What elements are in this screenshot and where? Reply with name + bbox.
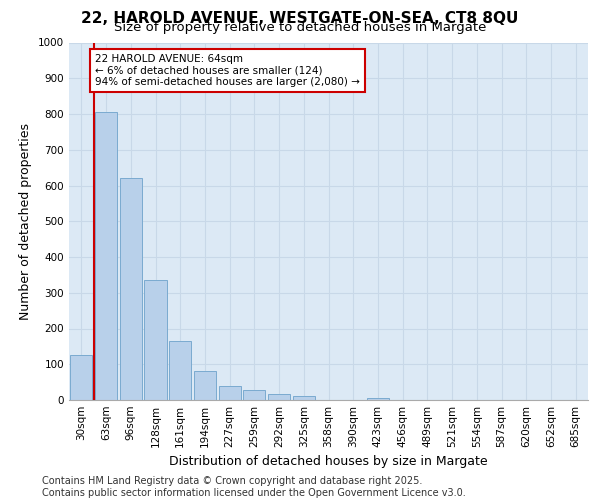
Bar bbox=[268, 394, 290, 400]
Bar bbox=[243, 390, 265, 400]
X-axis label: Distribution of detached houses by size in Margate: Distribution of detached houses by size … bbox=[169, 456, 488, 468]
Bar bbox=[194, 372, 216, 400]
Text: Size of property relative to detached houses in Margate: Size of property relative to detached ho… bbox=[114, 22, 486, 35]
Bar bbox=[169, 341, 191, 400]
Text: Contains HM Land Registry data © Crown copyright and database right 2025.
Contai: Contains HM Land Registry data © Crown c… bbox=[42, 476, 466, 498]
Text: 22 HAROLD AVENUE: 64sqm
← 6% of detached houses are smaller (124)
94% of semi-de: 22 HAROLD AVENUE: 64sqm ← 6% of detached… bbox=[95, 54, 360, 87]
Bar bbox=[218, 386, 241, 400]
Y-axis label: Number of detached properties: Number of detached properties bbox=[19, 122, 32, 320]
Bar bbox=[95, 112, 117, 400]
Bar bbox=[70, 356, 92, 400]
Text: 22, HAROLD AVENUE, WESTGATE-ON-SEA, CT8 8QU: 22, HAROLD AVENUE, WESTGATE-ON-SEA, CT8 … bbox=[82, 11, 518, 26]
Bar bbox=[367, 398, 389, 400]
Bar bbox=[293, 396, 315, 400]
Bar bbox=[145, 280, 167, 400]
Bar bbox=[119, 178, 142, 400]
